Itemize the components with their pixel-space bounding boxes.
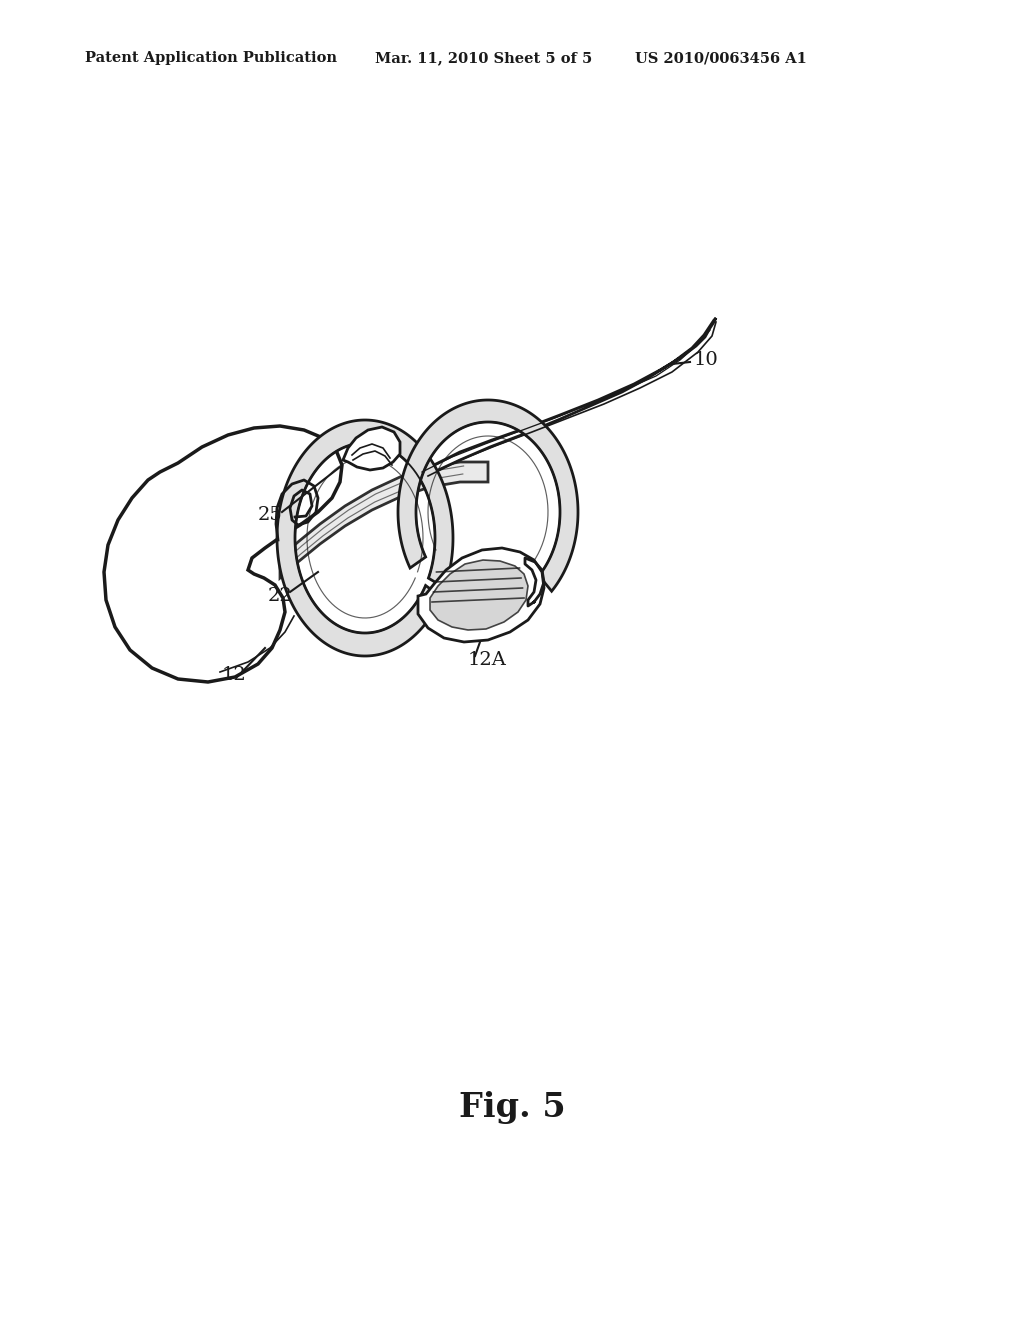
Polygon shape (278, 420, 453, 656)
Text: Fig. 5: Fig. 5 (459, 1090, 565, 1123)
Text: 12: 12 (222, 667, 247, 684)
Text: Patent Application Publication: Patent Application Publication (85, 51, 337, 65)
Text: US 2010/0063456 A1: US 2010/0063456 A1 (635, 51, 807, 65)
Text: 10: 10 (694, 351, 719, 370)
Text: 22: 22 (268, 587, 293, 605)
Polygon shape (104, 426, 342, 682)
Polygon shape (280, 462, 488, 578)
Text: 12A: 12A (468, 651, 507, 669)
Polygon shape (430, 560, 528, 630)
Polygon shape (418, 548, 544, 642)
Text: 25: 25 (258, 506, 283, 524)
Polygon shape (343, 426, 400, 470)
Polygon shape (398, 400, 578, 591)
Text: Mar. 11, 2010 Sheet 5 of 5: Mar. 11, 2010 Sheet 5 of 5 (375, 51, 592, 65)
Polygon shape (415, 318, 716, 482)
